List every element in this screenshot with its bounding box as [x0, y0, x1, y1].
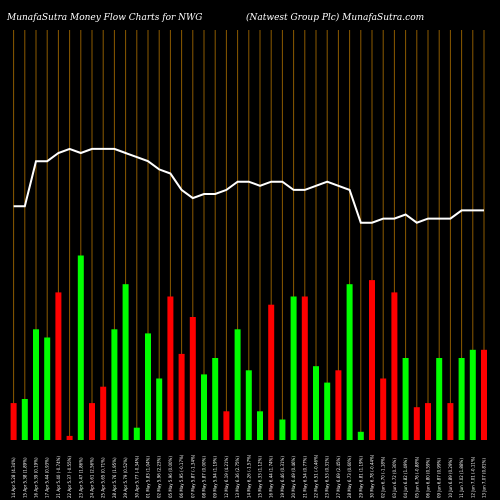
x-tick-label: 07 May 5.87 (-1.34%): [190, 454, 195, 498]
money-flow-bar: [380, 378, 387, 440]
x-tick-label: 29 May 6.81 (1.19%): [358, 456, 363, 498]
money-flow-bar: [189, 317, 196, 440]
money-flow-bar: [481, 349, 487, 440]
money-flow-bar: [167, 296, 174, 440]
money-flow-bar: [89, 403, 95, 440]
x-tick-label: 03 Jun 6.72 (0.30%): [392, 458, 397, 498]
money-flow-bar: [268, 304, 275, 440]
x-tick-label: 20 May 6.49 (0.46%): [291, 456, 296, 498]
money-flow-bar: [324, 382, 331, 440]
x-tick-label: 12 Jun 7.01 (-0.11%): [470, 456, 475, 498]
money-flow-bar: [178, 353, 185, 440]
x-tick-label: 02 Jun 6.70 (-1.18%): [381, 456, 386, 498]
money-flow-bar: [145, 333, 151, 440]
money-flow-bar: [279, 419, 286, 440]
money-flow-bar: [335, 370, 342, 440]
money-flow-bar: [369, 280, 375, 440]
money-flow-bar: [111, 329, 118, 440]
money-flow-bar: [301, 296, 308, 440]
x-tick-label: 09 Jun 6.87 (0.99%): [437, 458, 442, 498]
chart-subtitle: (Natwest Group Plc) MunafaSutra.com: [246, 12, 424, 23]
x-tick-label: 05 May 5.96 (0.00%): [168, 456, 173, 498]
x-tick-label: 23 Apr 5.47 (1.86%): [78, 457, 83, 498]
x-tick-label: 28 May 6.73 (0.60%): [347, 456, 352, 498]
x-tick-label: 27 May 6.69 (2.45%): [336, 456, 341, 498]
money-flow-bar: [10, 403, 17, 440]
money-flow-bar: [391, 292, 398, 440]
bars: [10, 255, 487, 440]
x-tick-label: 30 May 6.78 (-0.44%): [370, 454, 375, 498]
x-tick-label: 30 Apr 5.77 (-0.34%): [134, 456, 139, 498]
money-flow-bar: [257, 411, 263, 440]
x-tick-label: 14 May 6.26 (-1.57%): [246, 454, 251, 498]
x-tick-label: 14 Apr 5.28 (4.34%): [11, 457, 16, 498]
money-flow-bar: [133, 427, 140, 440]
money-flow-bar: [447, 403, 454, 440]
x-tick-label: 10 Jun 6.89 (0.29%): [448, 458, 453, 498]
x-tick-label: 04 Jun 6.82 (1.49%): [403, 458, 408, 498]
x-tick-label: 02 May 5.96 (2.23%): [157, 456, 162, 498]
money-flow-bar: [156, 378, 163, 440]
money-flow-bar: [21, 399, 28, 440]
x-tick-label: 21 May 6.54 (0.77%): [302, 456, 307, 498]
chart-title: MunafaSutra Money Flow Charts for NWG: [6, 13, 202, 23]
x-tick-label: 06 Jun 6.80 (0.59%): [426, 458, 431, 498]
x-tick-label: 24 Apr 5.61 (2.56%): [90, 457, 95, 498]
money-flow-bar: [122, 284, 129, 440]
money-flow-bar: [313, 366, 319, 440]
x-tick-label: 08 May 5.87 (0.00%): [202, 456, 207, 498]
x-tick-label: 17 Apr 5.44 (0.93%): [45, 457, 50, 498]
money-flow-bar: [357, 431, 364, 440]
money-flow-bar: [201, 374, 207, 440]
x-tick-label: 12 May 6.19 (4.21%): [224, 456, 229, 498]
x-tick-label: 16 Apr 5.39 (0.19%): [34, 457, 39, 498]
money-flow-bar: [469, 349, 476, 440]
x-tick-label: 25 Apr 5.65 (0.71%): [101, 457, 106, 498]
money-flow-bar: [436, 358, 443, 440]
x-axis-ticks: 13 Jun 7.07 (0.81%) 12 Jun 7.01 (-0.11%) 1…: [11, 454, 486, 498]
money-flow-bar: [425, 403, 431, 440]
money-flow-line: [13, 147, 484, 224]
money-flow-bar: [44, 337, 51, 440]
x-tick-label: 22 Apr 5.37 (-0.55%): [67, 456, 72, 498]
money-flow-bar: [458, 358, 465, 440]
x-tick-label: 29 Apr 5.79 (0.52%): [123, 457, 128, 498]
x-tick-label: 28 Apr 5.76 (1.95%): [112, 457, 117, 498]
money-flow-bar: [234, 329, 241, 440]
money-flow-bar: [55, 292, 62, 440]
x-tick-label: 23 May 6.53 (0.31%): [325, 456, 330, 498]
x-tick-label: 11 Jun 7.02 (1.88%): [459, 458, 464, 498]
x-tick-label: 16 May 6.44 (1.74%): [269, 456, 274, 498]
x-tick-label: 21 Apr 5.40 (-0.74%): [56, 456, 61, 498]
x-tick-label: 05 Jun 6.76 (-0.88%): [414, 456, 419, 498]
money-flow-bar: [413, 407, 420, 440]
money-flow-bar: [100, 386, 107, 440]
x-tick-label: 13 Jun 7.07 (0.81%): [482, 458, 487, 498]
x-tick-label: 13 May 6.36 (2.75%): [235, 456, 240, 498]
money-flow-bar: [290, 296, 297, 440]
money-flow-bar: [402, 358, 409, 440]
x-tick-label: 15 Apr 5.38 (1.89%): [22, 457, 27, 498]
money-flow-bar: [223, 411, 230, 440]
money-flow-bar: [245, 370, 252, 440]
money-flow-bar: [212, 358, 219, 440]
money-flow-bar: [77, 255, 84, 440]
money-flow-bar: [346, 284, 353, 440]
x-tick-label: 19 May 6.46 (0.31%): [280, 456, 285, 498]
x-tick-label: 15 May 6.33 (1.12%): [258, 456, 263, 498]
x-tick-label: 22 May 6.51 (-0.46%): [314, 454, 319, 498]
x-tick-label: 01 May 5.83 (1.04%): [146, 456, 151, 498]
x-tick-label: 06 May 5.95 (-0.17%): [179, 454, 184, 498]
money-flow-bar: [66, 435, 73, 440]
x-tick-label: 09 May 5.94 (1.19%): [213, 456, 218, 498]
money-flow-bar: [33, 329, 39, 440]
